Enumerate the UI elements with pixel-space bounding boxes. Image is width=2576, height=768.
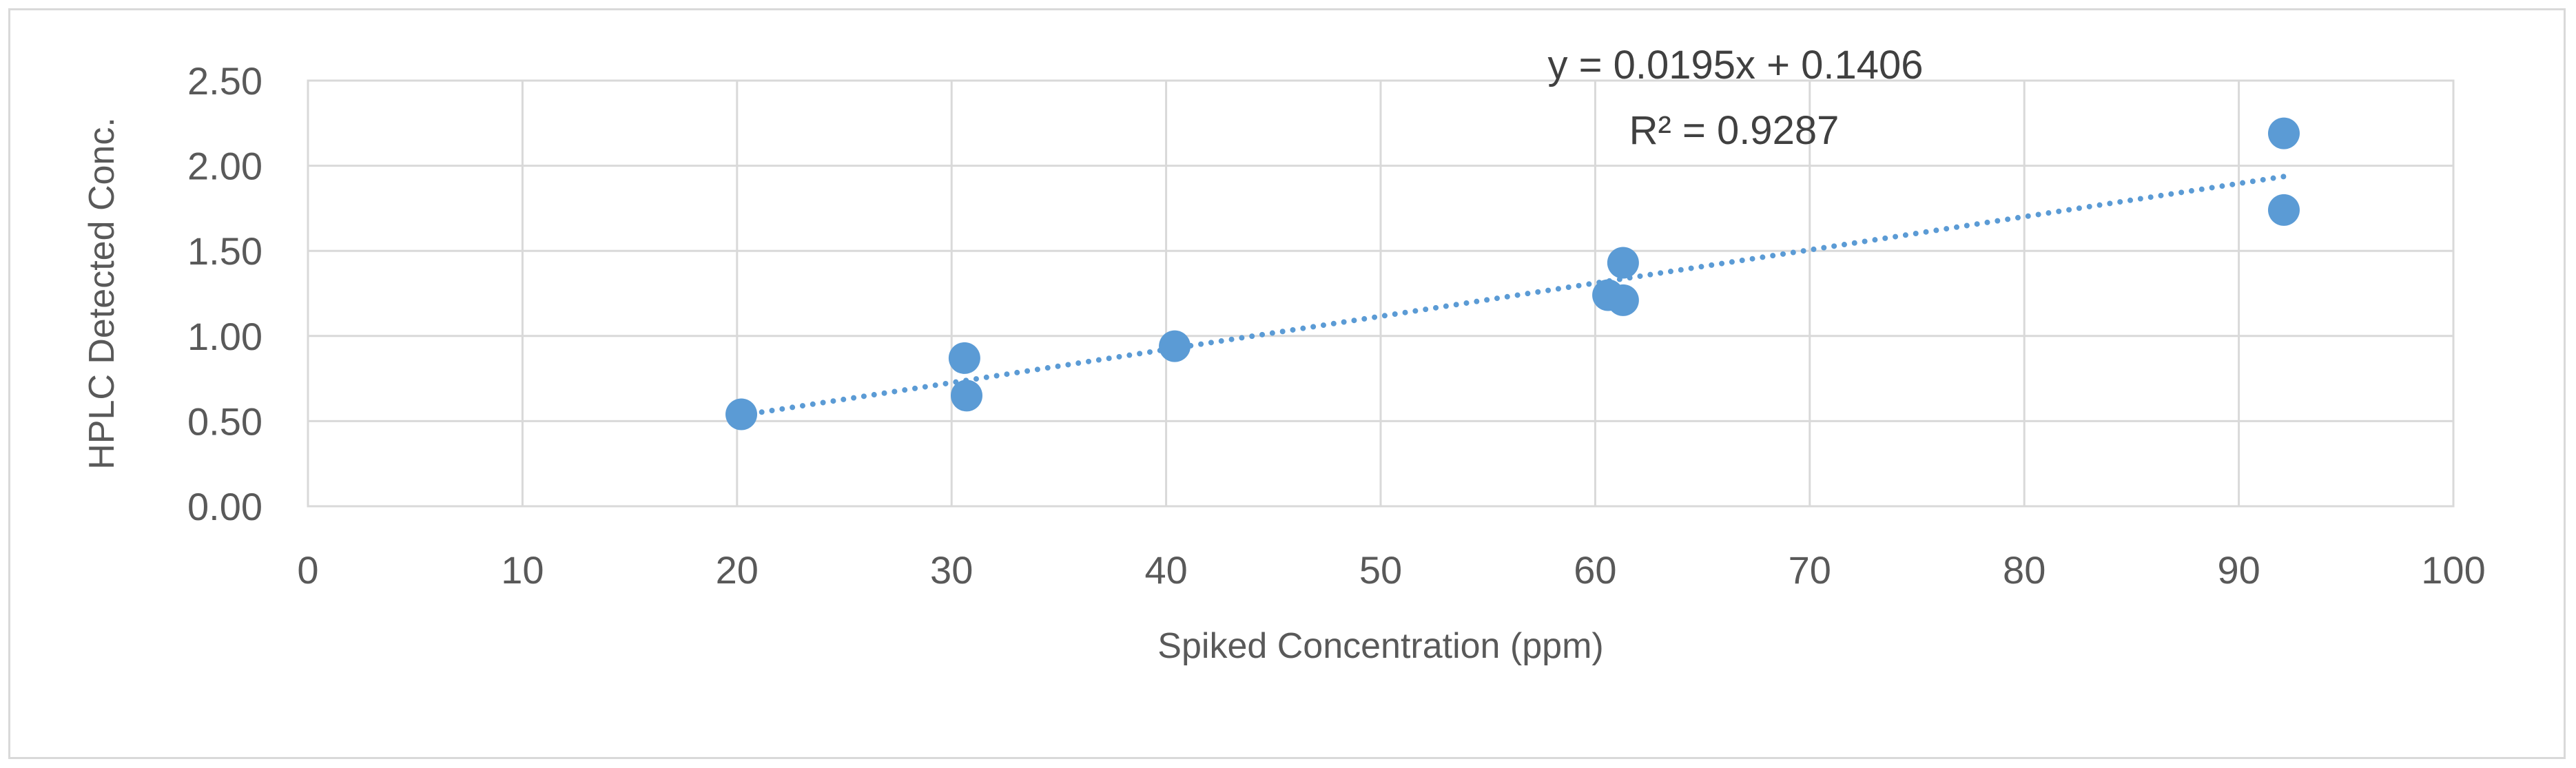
y-tick-label: 0.50: [187, 399, 262, 443]
data-point: [948, 342, 980, 374]
trendline-group: [739, 174, 2287, 418]
linear-trendline: [739, 174, 2287, 418]
gridlines: [307, 79, 2455, 508]
y-tick-label: 2.00: [187, 145, 262, 188]
data-point: [950, 380, 982, 412]
data-point: [725, 398, 758, 430]
x-tick-label: 100: [2421, 548, 2485, 592]
trendline-r-squared: R² = 0.9287: [1629, 108, 1840, 153]
scatter-chart: 0 10 20 30 40 50 60 70 80 90 100 0.00 0.50 1.00 1.50 2…: [82, 43, 2486, 666]
x-axis-title: Spiked Concentration (ppm): [1157, 626, 1603, 666]
y-tick-label: 0.00: [187, 485, 262, 528]
y-axis-title: HPLC Detected Conc.: [82, 117, 122, 470]
data-point: [1607, 247, 1639, 279]
data-point: [1159, 330, 1191, 362]
y-tick-label: 1.50: [187, 229, 262, 273]
y-axis-tick-labels: 0.00 0.50 1.00 1.50 2.00 2.50: [187, 59, 262, 528]
x-tick-label: 20: [716, 548, 759, 592]
plot-area-border: [307, 79, 2455, 508]
x-tick-label: 0: [297, 548, 318, 592]
trendline-equation: y = 0.0195x + 0.1406: [1548, 43, 1924, 87]
x-axis-tick-labels: 0 10 20 30 40 50 60 70 80 90 100: [297, 548, 2485, 592]
y-tick-label: 1.00: [187, 315, 262, 358]
chart-area: 0 10 20 30 40 50 60 70 80 90 100 0.00 0.50 1.00 1.50 2…: [8, 8, 2566, 759]
x-tick-label: 60: [1574, 548, 1616, 592]
plot-border: [307, 79, 2455, 508]
x-tick-label: 90: [2217, 548, 2260, 592]
x-tick-label: 40: [1144, 548, 1187, 592]
data-point: [2267, 117, 2300, 149]
x-tick-label: 50: [1359, 548, 1402, 592]
y-tick-label: 2.50: [187, 59, 262, 103]
x-tick-label: 80: [2003, 548, 2046, 592]
data-points: [725, 117, 2300, 430]
x-tick-label: 30: [930, 548, 973, 592]
data-point: [1607, 284, 1639, 316]
x-tick-label: 10: [501, 548, 544, 592]
x-tick-label: 70: [1789, 548, 1831, 592]
data-point: [2267, 194, 2300, 226]
